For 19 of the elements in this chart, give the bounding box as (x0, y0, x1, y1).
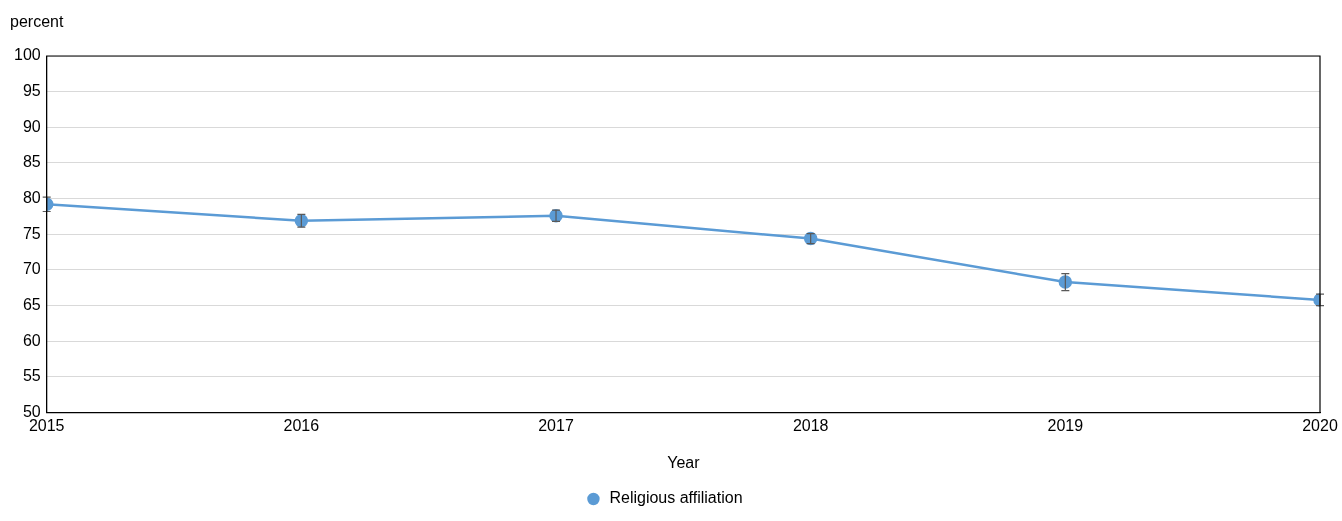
x-tick-label: 2018 (792, 416, 829, 434)
y-tick-label: 65 (22, 296, 41, 314)
y-axis-title: percent (10, 13, 64, 30)
y-tick-label: 100 (13, 46, 41, 64)
y-tick-label: 55 (22, 367, 41, 385)
x-tick-label: 2016 (283, 416, 320, 434)
y-tick-label: 90 (22, 117, 41, 135)
y-tick-label: 85 (22, 153, 41, 171)
y-tick-label: 95 (22, 82, 41, 100)
y-tick-label: 80 (22, 189, 41, 207)
legend-label: Religious affiliation (609, 489, 743, 507)
x-tick-label: 2020 (1302, 416, 1338, 434)
x-axis-title: Year (667, 453, 701, 471)
x-tick-label: 2019 (1047, 416, 1084, 434)
x-tick-label: 2015 (28, 416, 65, 434)
y-tick-label: 70 (22, 260, 41, 278)
x-tick-label: 2017 (538, 416, 574, 434)
y-tick-label: 75 (22, 224, 41, 242)
y-tick-label: 60 (22, 331, 41, 349)
